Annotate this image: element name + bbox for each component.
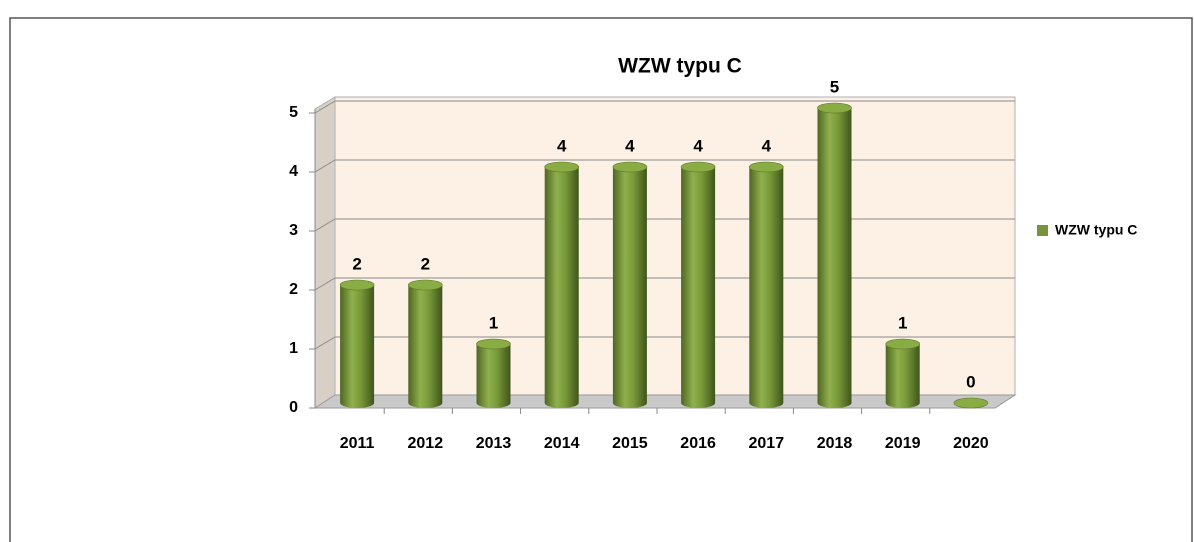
bar-top	[612, 161, 648, 173]
bar	[953, 397, 989, 409]
bar-body	[749, 167, 784, 408]
x-tick-label: 2017	[749, 435, 785, 452]
bar-body	[612, 167, 647, 408]
bar-top	[339, 279, 375, 291]
bar-body	[681, 167, 716, 408]
bar-top	[407, 279, 443, 291]
bar	[407, 279, 443, 408]
x-tick-label: 2014	[544, 435, 580, 452]
bar-top	[817, 102, 852, 114]
grid-line	[314, 159, 1015, 173]
bar	[817, 102, 852, 408]
bar	[748, 161, 784, 408]
bar-top	[544, 161, 580, 173]
bar	[476, 338, 511, 408]
x-tick-label: 2015	[612, 435, 648, 452]
grid-line	[314, 277, 1015, 291]
bar	[544, 161, 580, 408]
grid-line	[314, 100, 1015, 114]
bar-top	[680, 161, 716, 173]
data-label: 1	[489, 313, 498, 332]
bar-body	[544, 167, 579, 408]
x-tick-label: 2018	[817, 435, 853, 452]
data-label: 0	[966, 372, 975, 391]
data-label: 1	[898, 313, 907, 332]
legend-label: WZW typu C	[1055, 222, 1137, 238]
bar-top	[476, 338, 511, 350]
bar-body	[817, 108, 852, 408]
x-tick-label: 2011	[340, 435, 375, 452]
data-label: 4	[625, 136, 635, 155]
bar-body	[408, 285, 443, 408]
bar-body	[885, 344, 920, 408]
side-wall	[314, 96, 336, 409]
data-label: 2	[352, 254, 361, 273]
y-tick-label: 1	[289, 340, 298, 357]
grid-line	[314, 336, 1015, 350]
x-tick-label: 2016	[680, 435, 716, 452]
legend-swatch	[1037, 225, 1048, 236]
data-label: 2	[421, 254, 430, 273]
chart-title: WZW typu C	[618, 55, 742, 78]
x-tick-label: 2020	[953, 435, 989, 452]
bar	[680, 161, 716, 408]
bar	[612, 161, 648, 408]
bar	[339, 279, 375, 408]
y-tick-label: 5	[289, 104, 298, 121]
bar-top	[885, 338, 921, 350]
frame	[9, 17, 1193, 542]
y-tick-label: 2	[289, 281, 298, 298]
bar-body	[340, 285, 375, 408]
grid-line	[314, 218, 1015, 232]
x-tick-label: 2012	[408, 435, 444, 452]
bar-top	[953, 397, 989, 409]
data-label: 4	[762, 136, 772, 155]
bar	[885, 338, 921, 408]
y-tick-label: 0	[289, 399, 298, 416]
bar-body	[476, 344, 511, 408]
x-tick-label: 2013	[476, 435, 512, 452]
y-tick-label: 3	[289, 222, 298, 239]
y-tick-label: 4	[289, 163, 298, 180]
bar-top	[748, 161, 784, 173]
data-label: 4	[693, 136, 703, 155]
data-label: 5	[830, 77, 839, 96]
x-tick-label: 2019	[885, 435, 921, 452]
data-label: 4	[557, 136, 567, 155]
